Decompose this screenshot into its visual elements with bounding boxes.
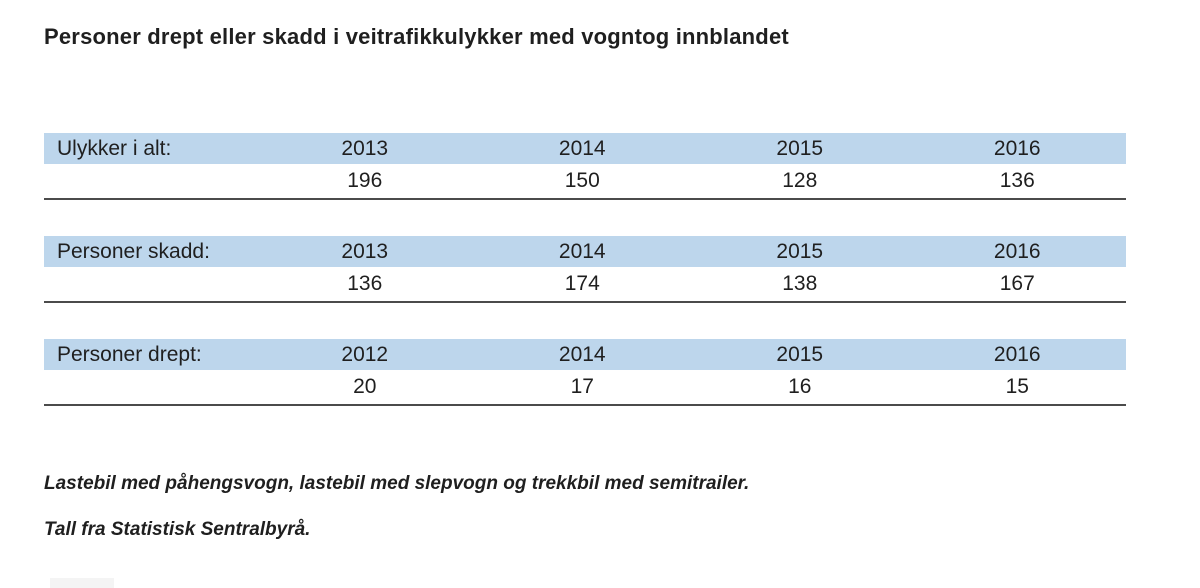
footnote-source: Tall fra Statistisk Sentralbyrå. [44,519,311,540]
table-label: Personer drept: [57,342,202,366]
table-ulykker-i-alt: Ulykker i alt: 2013 2014 2015 2016 196 1… [44,133,1126,200]
year-header: 2014 [558,239,606,263]
table-value-row: 196 150 128 136 [44,164,1126,200]
value-cell: 136 [347,272,383,295]
table-personer-drept: Personer drept: 2012 2014 2015 2016 20 1… [44,339,1126,406]
bottom-edge-artifact [50,578,114,588]
year-header: 2014 [558,342,606,366]
table-label: Personer skadd: [57,239,210,263]
table-label: Ulykker i alt: [57,136,172,160]
table-value-row: 20 17 16 15 [44,370,1126,406]
value-cell: 128 [782,169,818,192]
footnotes: Lastebil med påhengsvogn, lastebil med s… [44,472,1126,542]
year-header: 2013 [341,136,389,160]
year-header: 2015 [776,342,824,366]
page-title: Personer drept eller skadd i veitrafikku… [44,24,789,49]
year-header: 2015 [776,239,824,263]
value-cell: 15 [1005,375,1029,398]
table-header-row: Ulykker i alt: 2013 2014 2015 2016 [44,133,1126,164]
value-cell: 136 [999,169,1035,192]
value-cell: 196 [347,169,383,192]
value-cell: 174 [564,272,600,295]
table-header-row: Personer drept: 2012 2014 2015 2016 [44,339,1126,370]
value-cell: 150 [564,169,600,192]
footnote-vehicle-types: Lastebil med påhengsvogn, lastebil med s… [44,473,750,494]
table-value-row: 136 174 138 167 [44,267,1126,303]
value-cell: 17 [570,375,594,398]
value-cell: 138 [782,272,818,295]
value-cell: 20 [353,375,377,398]
value-cell: 16 [788,375,812,398]
year-header: 2012 [341,342,389,366]
statistics-tables: Ulykker i alt: 2013 2014 2015 2016 196 1… [44,133,1126,406]
table-header-row: Personer skadd: 2013 2014 2015 2016 [44,236,1126,267]
table-personer-skadd: Personer skadd: 2013 2014 2015 2016 136 … [44,236,1126,303]
value-cell: 167 [999,272,1035,295]
year-header: 2016 [993,239,1041,263]
year-header: 2015 [776,136,824,160]
year-header: 2014 [558,136,606,160]
year-header: 2016 [993,136,1041,160]
year-header: 2013 [341,239,389,263]
year-header: 2016 [993,342,1041,366]
